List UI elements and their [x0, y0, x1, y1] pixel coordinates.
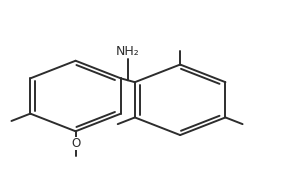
Text: NH₂: NH₂	[116, 45, 140, 58]
Text: O: O	[71, 137, 80, 150]
